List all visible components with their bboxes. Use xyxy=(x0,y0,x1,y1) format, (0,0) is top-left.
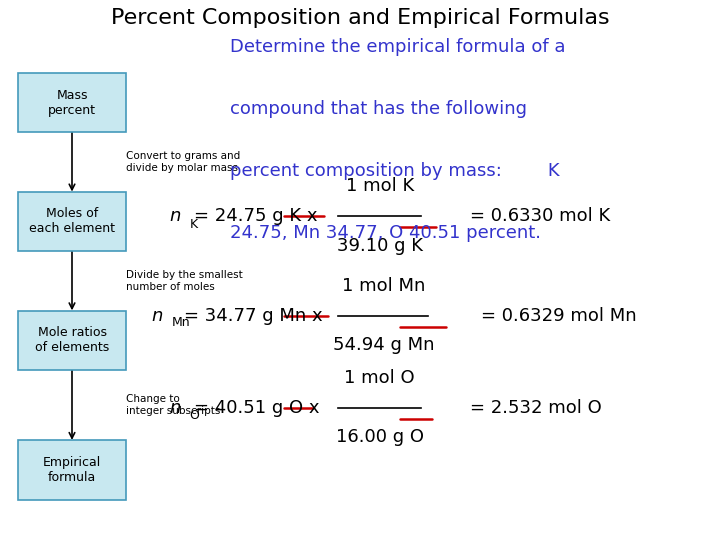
Text: Mass
percent: Mass percent xyxy=(48,89,96,117)
FancyBboxPatch shape xyxy=(18,192,126,251)
Text: 1 mol K: 1 mol K xyxy=(346,178,414,195)
Text: K: K xyxy=(189,218,197,231)
Text: Percent Composition and Empirical Formulas: Percent Composition and Empirical Formul… xyxy=(111,8,609,28)
Text: Empirical
formula: Empirical formula xyxy=(43,456,101,484)
FancyBboxPatch shape xyxy=(18,440,126,500)
Text: = 24.75 g K x: = 24.75 g K x xyxy=(194,207,318,225)
Text: = 2.532 mol O: = 2.532 mol O xyxy=(469,399,601,417)
Text: = 34.77 g Mn x: = 34.77 g Mn x xyxy=(184,307,323,325)
Text: compound that has the following: compound that has the following xyxy=(230,100,527,118)
Text: 16.00 g O: 16.00 g O xyxy=(336,428,424,446)
Text: Mn: Mn xyxy=(171,316,190,329)
Text: $n$: $n$ xyxy=(151,307,163,325)
Text: $n$: $n$ xyxy=(169,399,181,417)
Text: 54.94 g Mn: 54.94 g Mn xyxy=(333,336,434,354)
Text: O: O xyxy=(189,409,199,422)
FancyBboxPatch shape xyxy=(18,73,126,132)
Text: 1 mol O: 1 mol O xyxy=(344,369,415,387)
Text: = 0.6330 mol K: = 0.6330 mol K xyxy=(469,207,610,225)
Text: Determine the empirical formula of a: Determine the empirical formula of a xyxy=(230,38,566,56)
Text: Moles of
each element: Moles of each element xyxy=(29,207,115,235)
Text: 39.10 g K: 39.10 g K xyxy=(337,237,423,254)
Text: Change to
integer subscripts: Change to integer subscripts xyxy=(126,394,220,416)
Text: percent composition by mass:        K: percent composition by mass: K xyxy=(230,162,560,180)
Text: Mole ratios
of elements: Mole ratios of elements xyxy=(35,326,109,354)
Text: = 40.51 g O x: = 40.51 g O x xyxy=(194,399,320,417)
Text: Divide by the smallest
number of moles: Divide by the smallest number of moles xyxy=(126,270,243,292)
Text: 1 mol Mn: 1 mol Mn xyxy=(342,278,425,295)
FancyBboxPatch shape xyxy=(18,310,126,370)
Text: $n$: $n$ xyxy=(169,207,181,225)
Text: = 0.6329 mol Mn: = 0.6329 mol Mn xyxy=(481,307,636,325)
Text: 24.75, Mn 34.77, O 40.51 percent.: 24.75, Mn 34.77, O 40.51 percent. xyxy=(230,224,541,242)
Text: Convert to grams and
divide by molar mass: Convert to grams and divide by molar mas… xyxy=(126,151,240,173)
